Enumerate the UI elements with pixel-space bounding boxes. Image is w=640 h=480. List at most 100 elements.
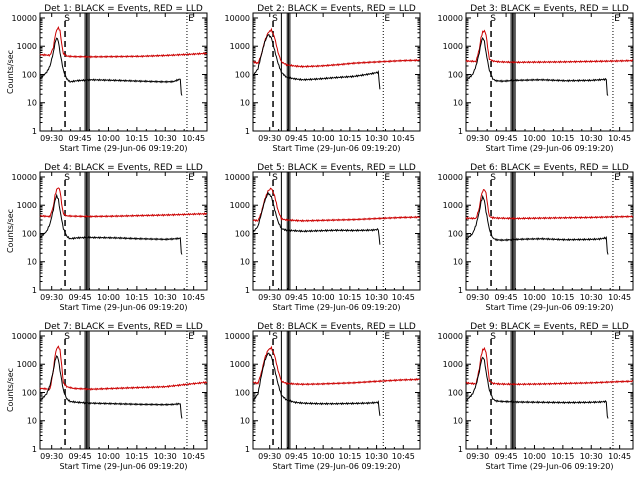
events-series-line bbox=[252, 33, 381, 90]
start-marker-label: S bbox=[490, 173, 496, 183]
x-tick-label: 10:30 bbox=[154, 134, 177, 143]
x-tick-label: 09:45 bbox=[285, 293, 308, 302]
events-series-line bbox=[39, 37, 183, 96]
x-tick-label: 09:30 bbox=[40, 293, 63, 302]
end-marker-label: E bbox=[614, 14, 620, 24]
plot-frame bbox=[252, 171, 421, 291]
start-marker-label: S bbox=[490, 332, 496, 342]
x-tick-label: 10:00 bbox=[97, 293, 120, 302]
y-tick-label: 1000 bbox=[230, 360, 250, 369]
start-marker-label: S bbox=[272, 173, 278, 183]
y-tick-label: 10 bbox=[453, 258, 463, 267]
x-tick-label: 10:45 bbox=[392, 452, 415, 461]
x-tick-label: 10:15 bbox=[338, 134, 361, 143]
start-marker-label: S bbox=[272, 14, 278, 24]
x-tick-label: 10:15 bbox=[551, 452, 574, 461]
x-tick-label: 10:00 bbox=[97, 452, 120, 461]
x-tick-label: 09:45 bbox=[69, 452, 92, 461]
plot-frame bbox=[465, 171, 634, 291]
panel-det-9: Det 9: BLACK = Events, RED = LLD 1 10 100 10… bbox=[438, 322, 634, 471]
panel-title: Det 1: BLACK = Events, RED = LLD bbox=[44, 4, 203, 14]
x-tick-label: 10:30 bbox=[154, 293, 177, 302]
start-marker-label: S bbox=[272, 332, 278, 342]
start-marker-label: S bbox=[64, 332, 70, 342]
plot-frame bbox=[39, 171, 208, 291]
y-tick-label: 1000 bbox=[443, 360, 463, 369]
lld-series-line bbox=[252, 345, 421, 386]
y-tick-label: 1000 bbox=[17, 201, 37, 210]
start-marker-label: S bbox=[64, 14, 70, 24]
x-tick-label: 10:15 bbox=[551, 293, 574, 302]
lld-series-line bbox=[39, 25, 208, 59]
y-tick-label: 1 bbox=[245, 286, 250, 295]
x-tick-label: 10:15 bbox=[125, 293, 148, 302]
y-tick-label: 10000 bbox=[12, 14, 37, 23]
x-tick-label: 10:45 bbox=[608, 452, 631, 461]
x-tick-label: 10:15 bbox=[338, 293, 361, 302]
plot-frame bbox=[252, 330, 421, 450]
events-series-line bbox=[465, 194, 609, 255]
y-tick-label: 1 bbox=[245, 127, 250, 136]
y-tick-label: 1000 bbox=[17, 360, 37, 369]
panel-det-3: Det 3: BLACK = Events, RED = LLD 1 10 100 10… bbox=[438, 4, 634, 153]
panel-det-6: Det 6: BLACK = Events, RED = LLD 1 10 100 10… bbox=[438, 163, 634, 312]
x-tick-label: 10:15 bbox=[125, 134, 148, 143]
plot-frame bbox=[39, 12, 208, 132]
y-tick-label: 10000 bbox=[438, 14, 463, 23]
x-axis-label: Start Time (29-Jun-06 09:19:20) bbox=[273, 303, 401, 312]
y-tick-label: 100 bbox=[448, 388, 463, 397]
y-tick-label: 10000 bbox=[12, 173, 37, 182]
y-tick-label: 100 bbox=[235, 70, 250, 79]
y-tick-label: 100 bbox=[235, 229, 250, 238]
x-tick-label: 10:15 bbox=[338, 452, 361, 461]
y-tick-label: 1 bbox=[32, 445, 37, 454]
x-tick-label: 09:30 bbox=[40, 452, 63, 461]
y-tick-label: 1000 bbox=[230, 42, 250, 51]
y-tick-label: 1 bbox=[458, 127, 463, 136]
y-tick-label: 1000 bbox=[17, 42, 37, 51]
lld-series-line bbox=[252, 187, 421, 223]
y-tick-label: 100 bbox=[22, 70, 37, 79]
start-marker-label: S bbox=[64, 173, 70, 183]
y-tick-label: 10 bbox=[453, 417, 463, 426]
y-tick-label: 10 bbox=[240, 258, 250, 267]
x-tick-label: 09:30 bbox=[466, 452, 489, 461]
x-tick-label: 10:00 bbox=[312, 452, 335, 461]
y-tick-label: 10 bbox=[240, 99, 250, 108]
events-series-line bbox=[39, 355, 183, 419]
x-tick-label: 10:30 bbox=[365, 134, 388, 143]
y-tick-label: 10000 bbox=[225, 14, 250, 23]
x-tick-label: 10:00 bbox=[523, 134, 546, 143]
x-axis-label: Start Time (29-Jun-06 09:19:20) bbox=[486, 462, 614, 471]
y-tick-label: 10 bbox=[27, 417, 37, 426]
panel-title: Det 9: BLACK = Events, RED = LLD bbox=[470, 322, 629, 332]
x-tick-label: 10:30 bbox=[365, 293, 388, 302]
x-tick-label: 10:45 bbox=[182, 134, 205, 143]
y-tick-label: 1 bbox=[32, 127, 37, 136]
x-tick-label: 09:30 bbox=[258, 134, 281, 143]
x-axis-label: Start Time (29-Jun-06 09:19:20) bbox=[486, 144, 614, 153]
panel-title: Det 8: BLACK = Events, RED = LLD bbox=[257, 322, 416, 332]
y-tick-label: 100 bbox=[22, 229, 37, 238]
y-tick-label: 10000 bbox=[225, 332, 250, 341]
x-tick-label: 09:30 bbox=[258, 293, 281, 302]
x-tick-label: 10:30 bbox=[580, 452, 603, 461]
end-marker-label: E bbox=[384, 14, 390, 24]
y-tick-label: 100 bbox=[448, 229, 463, 238]
y-tick-label: 10 bbox=[27, 258, 37, 267]
panel-title: Det 4: BLACK = Events, RED = LLD bbox=[44, 163, 203, 173]
y-tick-label: 10000 bbox=[438, 173, 463, 182]
lld-series-line bbox=[465, 188, 634, 221]
y-axis-label: Counts/sec bbox=[6, 209, 15, 253]
panel-title: Det 5: BLACK = Events, RED = LLD bbox=[257, 163, 416, 173]
x-tick-label: 09:45 bbox=[69, 293, 92, 302]
x-tick-label: 10:00 bbox=[312, 293, 335, 302]
y-tick-label: 1000 bbox=[443, 201, 463, 210]
x-tick-label: 10:45 bbox=[608, 293, 631, 302]
x-tick-label: 10:15 bbox=[125, 452, 148, 461]
events-series-line bbox=[252, 191, 381, 245]
events-series-line bbox=[39, 193, 183, 255]
panel-title: Det 3: BLACK = Events, RED = LLD bbox=[470, 4, 629, 14]
x-axis-label: Start Time (29-Jun-06 09:19:20) bbox=[273, 462, 401, 471]
x-tick-label: 10:45 bbox=[608, 134, 631, 143]
